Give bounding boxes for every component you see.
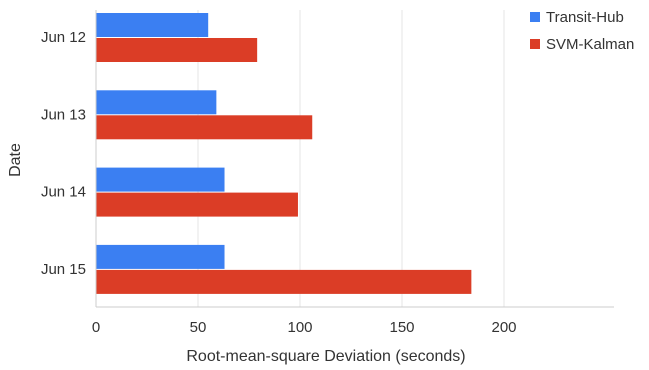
x-axis-title: Root-mean-square Deviation (seconds) bbox=[186, 348, 465, 365]
bar-svm-kalman bbox=[96, 269, 472, 294]
bar-svm-kalman bbox=[96, 192, 298, 217]
legend: Transit-Hub SVM-Kalman bbox=[530, 9, 634, 53]
axes bbox=[95, 10, 614, 308]
bar-svm-kalman bbox=[96, 115, 313, 140]
bar-transit-hub bbox=[96, 90, 217, 115]
bar-transit-hub bbox=[96, 13, 209, 37]
x-tick-label: 0 bbox=[92, 319, 100, 336]
x-tick-label: 200 bbox=[491, 319, 516, 336]
bars bbox=[96, 13, 472, 294]
bar-transit-hub bbox=[96, 167, 225, 192]
x-tick-label: 50 bbox=[190, 319, 207, 336]
y-axis-title: Date bbox=[7, 143, 24, 177]
y-tick-label: Jun 14 bbox=[41, 184, 86, 201]
bar-transit-hub bbox=[96, 244, 225, 269]
x-tick-labels: 0 50 100 150 200 bbox=[92, 319, 517, 336]
legend-label: Transit-Hub bbox=[546, 9, 624, 26]
x-tick-label: 100 bbox=[287, 319, 312, 336]
legend-swatch bbox=[530, 12, 540, 22]
y-tick-labels: Jun 12 Jun 13 Jun 14 Jun 15 bbox=[41, 29, 86, 278]
bar-svm-kalman bbox=[96, 38, 258, 62]
y-tick-label: Jun 12 bbox=[41, 29, 86, 46]
legend-swatch bbox=[530, 39, 540, 49]
legend-label: SVM-Kalman bbox=[546, 36, 634, 53]
x-tick-label: 150 bbox=[389, 319, 414, 336]
y-tick-label: Jun 15 bbox=[41, 261, 86, 278]
y-tick-label: Jun 13 bbox=[41, 106, 86, 123]
